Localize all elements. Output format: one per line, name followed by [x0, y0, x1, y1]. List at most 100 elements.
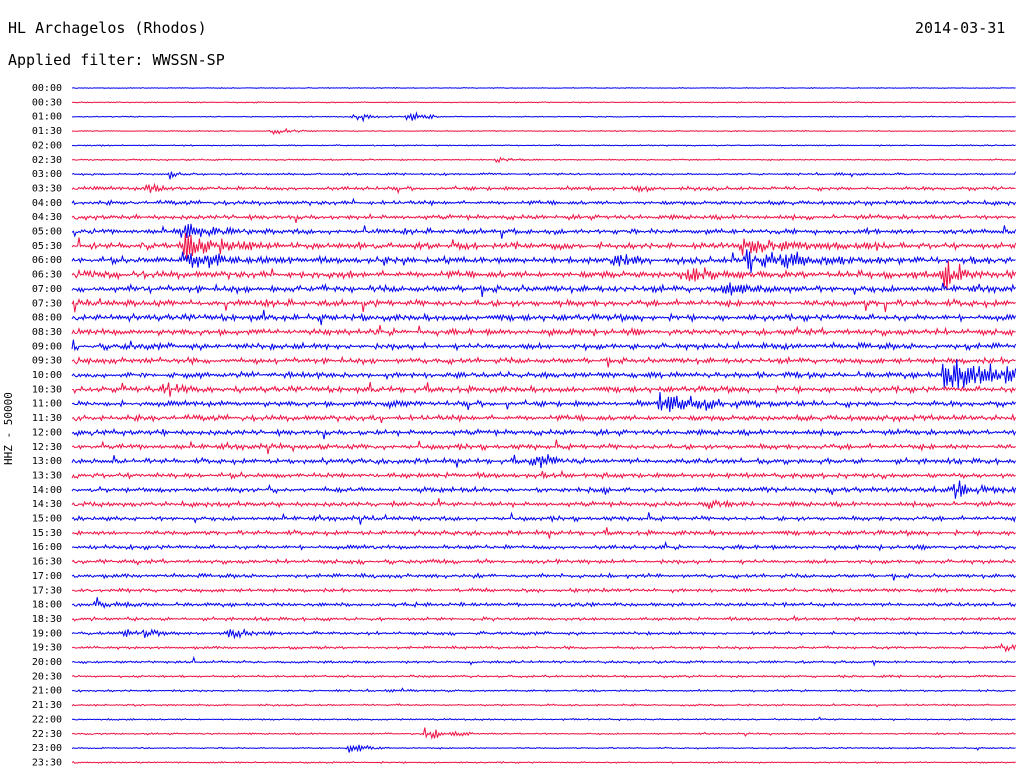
row-label: 18:00 — [32, 600, 62, 611]
trace-line — [71, 469, 1016, 480]
trace-line — [71, 427, 1017, 440]
row-label: 06:30 — [32, 270, 62, 281]
row-labels: 00:00 00:30 01:00 01:30 02:00 02:30 03:00 03:30… — [32, 83, 62, 768]
trace-line — [71, 339, 1017, 352]
row-label: 00:00 — [32, 83, 62, 94]
trace-line — [71, 111, 1016, 123]
trace-line — [71, 498, 1016, 510]
row-label: 05:30 — [32, 241, 62, 252]
trace-line — [71, 614, 1017, 623]
row-label: 15:30 — [32, 528, 62, 539]
trace-line — [71, 628, 1016, 640]
trace-line — [71, 413, 1017, 424]
trace-line — [71, 86, 1016, 90]
row-label: 03:30 — [32, 183, 62, 194]
row-label: 13:00 — [32, 456, 62, 467]
row-label: 13:30 — [32, 470, 62, 481]
trace-line — [71, 223, 1017, 239]
trace-line — [71, 687, 1016, 693]
row-label: 08:00 — [32, 313, 62, 324]
trace-line — [71, 454, 1017, 469]
row-label: 20:30 — [32, 671, 62, 682]
trace-line — [71, 197, 1017, 207]
row-label: 12:30 — [32, 442, 62, 453]
row-label: 09:30 — [32, 356, 62, 367]
trace-line — [71, 511, 1017, 525]
trace-line — [71, 156, 1016, 164]
trace-line — [71, 587, 1016, 594]
trace-line — [71, 674, 1016, 679]
trace-line — [71, 382, 1017, 397]
row-label: 02:30 — [32, 155, 62, 166]
row-label: 19:00 — [32, 628, 62, 639]
row-label: 02:00 — [32, 140, 62, 151]
row-label: 11:00 — [32, 399, 62, 410]
trace-lines — [71, 86, 1017, 764]
row-label: 05:00 — [32, 227, 62, 238]
trace-line — [71, 760, 1016, 764]
row-label: 08:30 — [32, 327, 62, 338]
row-label: 09:00 — [32, 341, 62, 352]
trace-line — [71, 716, 1016, 722]
row-label: 12:00 — [32, 427, 62, 438]
row-label: 03:00 — [32, 169, 62, 180]
trace-line — [71, 572, 1016, 581]
trace-line — [71, 392, 1017, 412]
row-label: 06:00 — [32, 255, 62, 266]
row-label: 17:00 — [32, 571, 62, 582]
row-label: 19:30 — [32, 643, 62, 654]
row-label: 00:30 — [32, 97, 62, 108]
trace-line — [71, 355, 1016, 368]
row-label: 01:00 — [32, 112, 62, 123]
trace-line — [71, 655, 1016, 667]
trace-line — [71, 282, 1016, 297]
trace-line — [71, 171, 1017, 180]
row-label: 16:00 — [32, 542, 62, 553]
record-date: 2014-03-31 — [915, 19, 1006, 37]
row-label: 10:30 — [32, 384, 62, 395]
row-label: 21:00 — [32, 686, 62, 697]
trace-line — [71, 527, 1016, 539]
trace-line — [71, 127, 1016, 136]
trace-line — [71, 309, 1017, 326]
row-label: 23:30 — [32, 757, 62, 768]
row-label: 21:30 — [32, 700, 62, 711]
row-label: 07:30 — [32, 298, 62, 309]
row-label: 04:00 — [32, 198, 62, 209]
row-label: 11:30 — [32, 413, 62, 424]
row-label: 04:30 — [32, 212, 62, 223]
trace-line — [71, 101, 1016, 104]
trace-line — [71, 642, 1017, 653]
filter-label: Applied filter: WWSSN-SP — [8, 51, 225, 69]
row-label: 18:30 — [32, 614, 62, 625]
trace-line — [71, 261, 1017, 291]
trace-line — [71, 540, 1017, 552]
trace-line — [71, 144, 1016, 147]
trace-line — [71, 249, 1016, 274]
row-label: 10:00 — [32, 370, 62, 381]
station-title: HL Archagelos (Rhodos) — [8, 19, 207, 37]
trace-line — [71, 182, 1016, 195]
trace-line — [71, 557, 1016, 566]
trace-line — [71, 359, 1017, 389]
row-label: 01:30 — [32, 126, 62, 137]
row-label: 22:00 — [32, 714, 62, 725]
trace-line — [71, 439, 1016, 455]
trace-line — [71, 744, 1016, 753]
trace-line — [71, 597, 1017, 610]
trace-line — [71, 480, 1017, 499]
row-label: 17:30 — [32, 585, 62, 596]
row-label: 20:00 — [32, 657, 62, 668]
row-label: 23:00 — [32, 743, 62, 754]
row-label: 07:00 — [32, 284, 62, 295]
trace-line — [71, 297, 1016, 313]
trace-line — [71, 727, 1016, 740]
row-label: 22:30 — [32, 729, 62, 740]
row-label: 15:00 — [32, 514, 62, 525]
trace-line — [71, 325, 1016, 338]
row-label: 16:30 — [32, 557, 62, 568]
row-label: 14:00 — [32, 485, 62, 496]
row-label: 14:30 — [32, 499, 62, 510]
trace-line — [71, 232, 1017, 261]
